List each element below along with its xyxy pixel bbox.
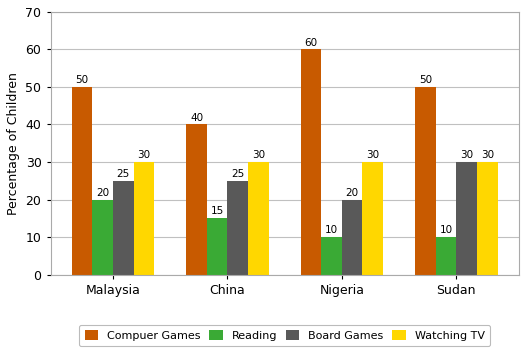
- Bar: [415, 87, 436, 275]
- Text: 10: 10: [325, 225, 338, 235]
- Text: 30: 30: [460, 150, 473, 160]
- Bar: [301, 50, 321, 275]
- Y-axis label: Percentage of Children: Percentage of Children: [7, 72, 20, 215]
- Bar: [342, 200, 363, 275]
- Bar: [248, 162, 269, 275]
- Bar: [186, 125, 207, 275]
- Bar: [113, 181, 134, 275]
- Text: 30: 30: [252, 150, 265, 160]
- Text: 30: 30: [138, 150, 151, 160]
- Bar: [92, 200, 113, 275]
- Legend: Compuer Games, Reading, Board Games, Watching TV: Compuer Games, Reading, Board Games, Wat…: [79, 325, 490, 346]
- Text: 15: 15: [210, 206, 224, 216]
- Bar: [436, 237, 456, 275]
- Bar: [228, 181, 248, 275]
- Text: 30: 30: [366, 150, 379, 160]
- Text: 10: 10: [440, 225, 453, 235]
- Bar: [72, 87, 92, 275]
- Text: 25: 25: [116, 169, 130, 179]
- Text: 25: 25: [231, 169, 245, 179]
- Text: 60: 60: [305, 38, 318, 48]
- Text: 50: 50: [419, 75, 432, 85]
- Bar: [477, 162, 497, 275]
- Bar: [207, 218, 228, 275]
- Bar: [456, 162, 477, 275]
- Text: 20: 20: [346, 188, 359, 198]
- Bar: [321, 237, 342, 275]
- Bar: [363, 162, 383, 275]
- Bar: [134, 162, 154, 275]
- Text: 40: 40: [190, 113, 203, 122]
- Text: 20: 20: [96, 188, 109, 198]
- Text: 30: 30: [481, 150, 494, 160]
- Text: 50: 50: [75, 75, 89, 85]
